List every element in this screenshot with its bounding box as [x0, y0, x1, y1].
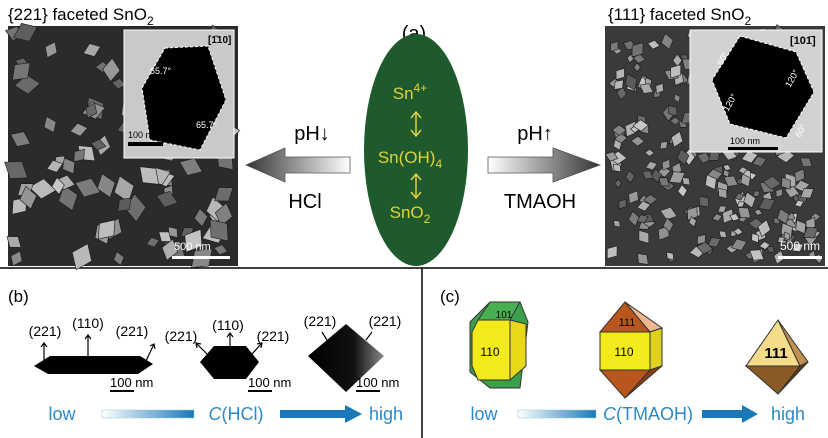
- scale-label: 500 nm: [174, 241, 211, 253]
- scale-label: 500 nm: [780, 239, 820, 253]
- particle: [682, 178, 690, 186]
- reagent-label: TMAOH: [504, 191, 576, 213]
- direction-label: [101̄]: [790, 35, 816, 47]
- facet-label: 111: [619, 317, 636, 329]
- gradient-bar: [102, 410, 194, 418]
- scale-bar: [248, 390, 272, 392]
- facet-label: (221): [304, 313, 337, 329]
- axis-text: (TMAOH): [616, 404, 693, 424]
- subscript: 4: [435, 157, 442, 171]
- scale-label: 100 nm: [110, 375, 153, 390]
- direction-label: [1̄10]: [208, 35, 231, 46]
- facet-label: 101: [496, 310, 513, 321]
- species-text: Sn(OH): [378, 148, 436, 167]
- axis-label: C(TMAOH): [603, 404, 693, 424]
- title-text: {111} faceted SnO: [608, 5, 744, 24]
- scale-bar: [356, 390, 380, 392]
- scale-label: 100 nm: [730, 136, 760, 146]
- facet-label: 110: [614, 345, 633, 359]
- figure: (a) {221} faceted SnO2 {111} faceted SnO…: [0, 0, 828, 438]
- facet-label: 111: [764, 345, 787, 362]
- angle-label: 65.7°: [150, 66, 172, 76]
- gradient-bar: [518, 410, 596, 418]
- axis-label: C(HCl): [209, 404, 264, 424]
- scale-label: 100 nm: [356, 375, 399, 390]
- scale-bar: [778, 256, 822, 259]
- axis-high: high: [369, 404, 403, 424]
- facet-label: (110): [212, 317, 244, 333]
- crystal-face: [650, 328, 662, 370]
- subscript: 2: [424, 212, 431, 226]
- facet-label: (221): [369, 313, 402, 329]
- facet-label: (110): [72, 315, 104, 331]
- page: (a) {221} faceted SnO2 {111} faceted SnO…: [0, 0, 828, 438]
- particle: [12, 63, 30, 80]
- axis-low: low: [48, 404, 76, 424]
- particle: [637, 254, 648, 265]
- particle: [699, 196, 709, 207]
- facet-label: (221): [257, 328, 290, 344]
- scale-label: 100 nm: [128, 130, 158, 140]
- panel-label: (c): [440, 287, 460, 306]
- particle: [98, 220, 115, 239]
- particle: [660, 141, 667, 149]
- particle: [719, 231, 726, 238]
- particle: [613, 164, 620, 172]
- panel-label: (b): [8, 287, 29, 306]
- particle: [613, 220, 620, 227]
- particle: [659, 178, 669, 186]
- species-text: SnO: [390, 203, 424, 222]
- reagent-label: HCl: [288, 191, 321, 213]
- particle: [753, 191, 760, 197]
- particle: [738, 208, 750, 218]
- title-text: {221} faceted SnO: [8, 5, 147, 24]
- axis-variable: C: [603, 404, 617, 424]
- scale-bar: [128, 142, 163, 146]
- particle: [669, 105, 677, 116]
- superscript: 4+: [414, 81, 428, 95]
- crystal-shape: [34, 356, 153, 374]
- facet-label: 110: [480, 345, 499, 359]
- scale-bar: [728, 147, 778, 150]
- particle: [118, 198, 131, 211]
- facet-label: (221): [116, 323, 149, 339]
- particle: [614, 80, 623, 90]
- angle-label: 65.7°: [196, 120, 218, 130]
- ph-label: pH↑: [517, 123, 553, 145]
- scale-bar: [110, 390, 134, 392]
- subscript: 2: [744, 14, 751, 28]
- ph-label: pH↓: [294, 123, 330, 145]
- scale-bar: [172, 256, 230, 259]
- subscript: 2: [147, 14, 154, 28]
- scale-label: 100 nm: [248, 375, 291, 390]
- species-text: Sn: [393, 84, 414, 103]
- particle: [140, 167, 159, 185]
- axis-variable: C: [209, 404, 223, 424]
- facet-label: (221): [165, 328, 198, 344]
- particle: [667, 252, 674, 260]
- particle: [74, 149, 85, 161]
- facet-label: (221): [29, 323, 62, 339]
- axis-high: high: [771, 404, 805, 424]
- axis-low: low: [470, 404, 498, 424]
- axis-text: (HCl): [222, 404, 264, 424]
